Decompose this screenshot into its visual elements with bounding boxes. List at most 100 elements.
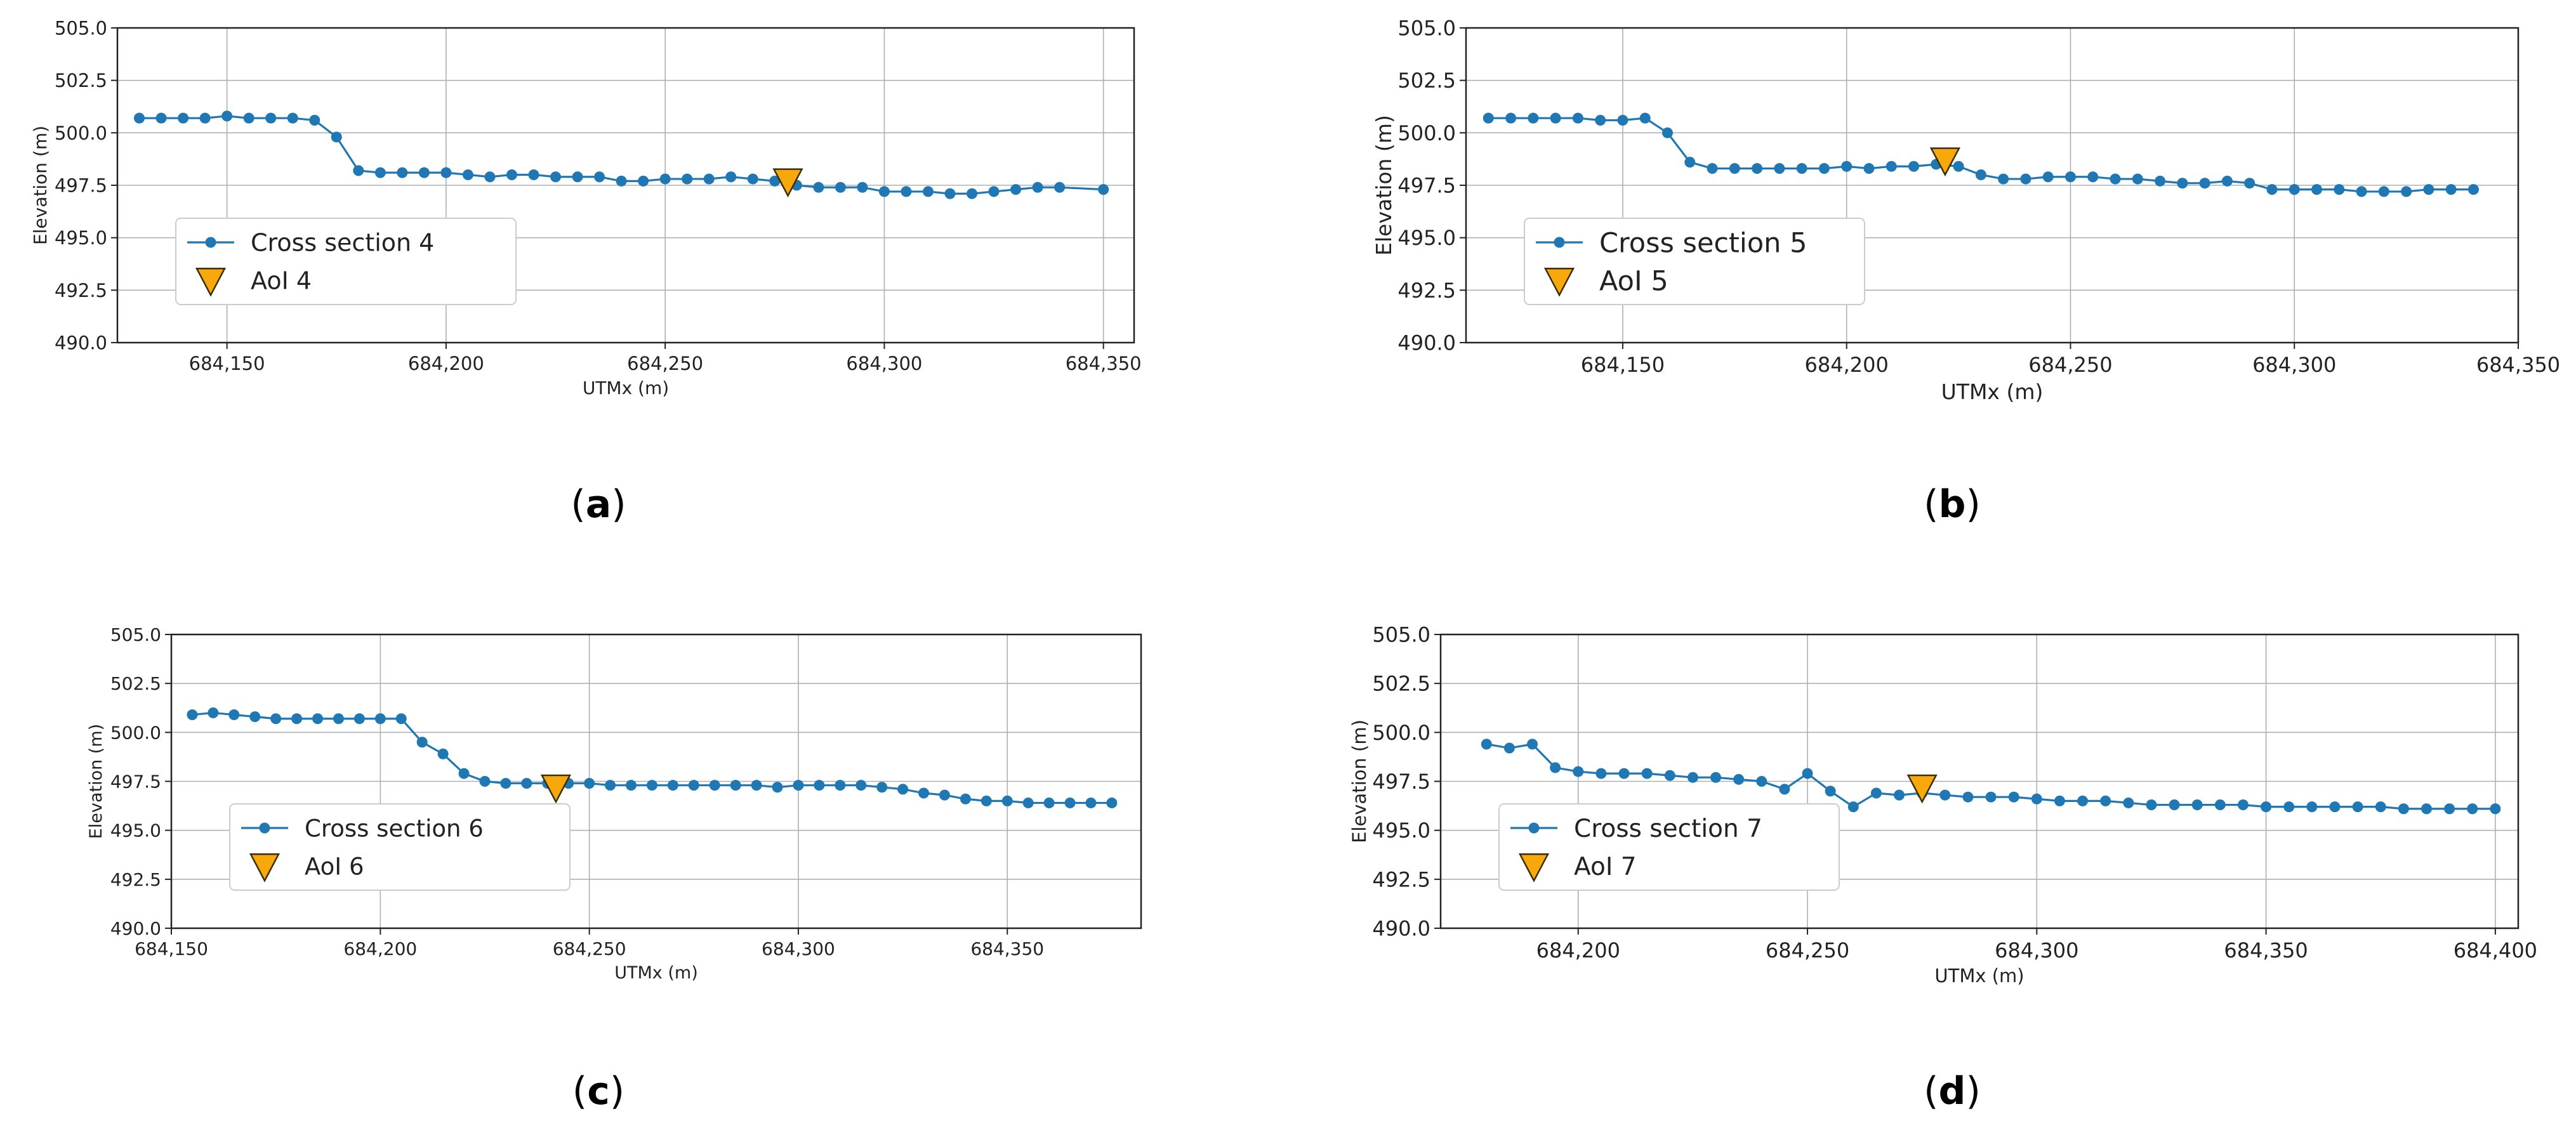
data-point <box>2421 803 2432 815</box>
data-point <box>333 713 344 725</box>
data-point <box>2169 799 2180 811</box>
data-point <box>1863 163 1875 174</box>
data-point <box>981 795 992 806</box>
data-point <box>1684 157 1696 168</box>
panel-caption: (d) <box>1924 1069 1981 1114</box>
data-point <box>1664 770 1675 781</box>
data-point <box>2375 801 2386 813</box>
chart-panel-c: 490.0 492.5 495.0 497.5 500.0 502.5 505.0 684,1… <box>86 624 1142 1114</box>
panel-caption: (a) <box>571 482 626 527</box>
data-point <box>1802 768 1813 779</box>
data-point <box>2467 184 2479 195</box>
legend-aoi-marker <box>195 268 227 297</box>
x-axis-label: UTMx (m) <box>1934 965 2024 987</box>
data-point <box>2155 175 2166 187</box>
y-tick-label: 490.0 <box>110 918 161 939</box>
data-point <box>2467 803 2478 815</box>
y-tick-label: 500.0 <box>1372 721 1430 745</box>
x-tick-label: 684,250 <box>1766 938 1849 962</box>
data-point <box>1595 114 1606 126</box>
legend-series-label: Cross section 7 <box>1574 815 1762 843</box>
x-tick-label: 684,300 <box>1995 938 2078 962</box>
y-tick-label: 502.5 <box>1397 69 1456 93</box>
data-point <box>2306 801 2318 813</box>
data-point <box>1503 742 1515 754</box>
data-point <box>187 709 198 721</box>
legend-aoi-marker <box>1543 268 1575 297</box>
data-point <box>876 782 888 793</box>
y-tick-label: 500.0 <box>55 122 107 144</box>
data-point <box>2031 793 2042 805</box>
data-point <box>1774 163 1785 174</box>
data-point <box>1985 791 1997 803</box>
x-tick-label: 684,300 <box>846 353 922 374</box>
data-point <box>528 169 539 180</box>
data-point <box>2064 171 2076 183</box>
caption-close-paren: ) <box>1965 482 1980 527</box>
data-point <box>1752 163 1763 174</box>
data-point <box>312 713 324 725</box>
data-point <box>922 186 934 197</box>
x-axis-label: UTMx (m) <box>1941 379 2044 404</box>
data-point <box>960 793 971 805</box>
data-point <box>2214 799 2226 811</box>
y-tick-label: 505.0 <box>1372 623 1430 647</box>
caption-letter: d <box>1939 1069 1966 1114</box>
data-point <box>1908 161 1920 172</box>
y-tick-label: 497.5 <box>55 174 107 196</box>
data-point <box>221 110 233 122</box>
legend-box <box>175 218 517 305</box>
data-point <box>1710 772 1722 783</box>
data-point <box>725 171 737 183</box>
data-point <box>1481 739 1492 750</box>
legend-series-label: Cross section 6 <box>305 815 484 842</box>
data-point <box>703 173 715 185</box>
data-point <box>2398 803 2409 815</box>
legend-aoi-marker <box>1518 853 1550 883</box>
data-point <box>440 167 452 178</box>
y-axis-label: Elevation (m) <box>86 724 106 839</box>
y-tick-label: 492.5 <box>1372 867 1430 891</box>
data-point <box>793 780 804 791</box>
data-point <box>208 707 219 718</box>
y-tick-label: 490.0 <box>1397 331 1456 355</box>
data-point <box>2087 171 2099 183</box>
data-point <box>1796 163 1807 174</box>
data-point <box>199 112 211 124</box>
data-point <box>2445 184 2457 195</box>
data-point <box>605 780 616 791</box>
data-point <box>638 175 649 187</box>
data-point <box>249 711 261 723</box>
y-tick-label: 492.5 <box>1397 279 1456 303</box>
caption-letter: a <box>586 482 612 527</box>
x-tick-label: 684,200 <box>343 938 417 959</box>
data-point <box>397 167 408 178</box>
data-point <box>1618 768 1630 779</box>
data-point <box>682 173 693 185</box>
data-point <box>1572 112 1583 124</box>
data-point <box>1573 766 1584 777</box>
x-axis-label: UTMx (m) <box>583 378 669 398</box>
y-tick-label: 495.0 <box>110 820 161 841</box>
data-point <box>584 778 595 789</box>
data-point <box>769 175 781 187</box>
x-tick-label: 684,150 <box>135 938 208 959</box>
caption-letter: c <box>587 1069 610 1114</box>
data-point <box>667 780 678 791</box>
data-point <box>2244 178 2256 189</box>
data-point <box>1527 739 1538 750</box>
data-point <box>1779 784 1790 795</box>
data-point <box>751 780 762 791</box>
data-point <box>1528 112 1539 124</box>
plot-frame <box>170 633 1142 930</box>
data-point <box>155 112 167 124</box>
y-axis-label: Elevation (m) <box>1371 115 1396 256</box>
data-point <box>2146 799 2157 811</box>
data-point <box>1825 785 1836 797</box>
data-point <box>1886 161 1897 172</box>
data-point <box>2110 173 2121 185</box>
data-point <box>1707 163 1718 174</box>
data-point <box>988 186 1000 197</box>
y-tick-label: 492.5 <box>55 280 107 301</box>
